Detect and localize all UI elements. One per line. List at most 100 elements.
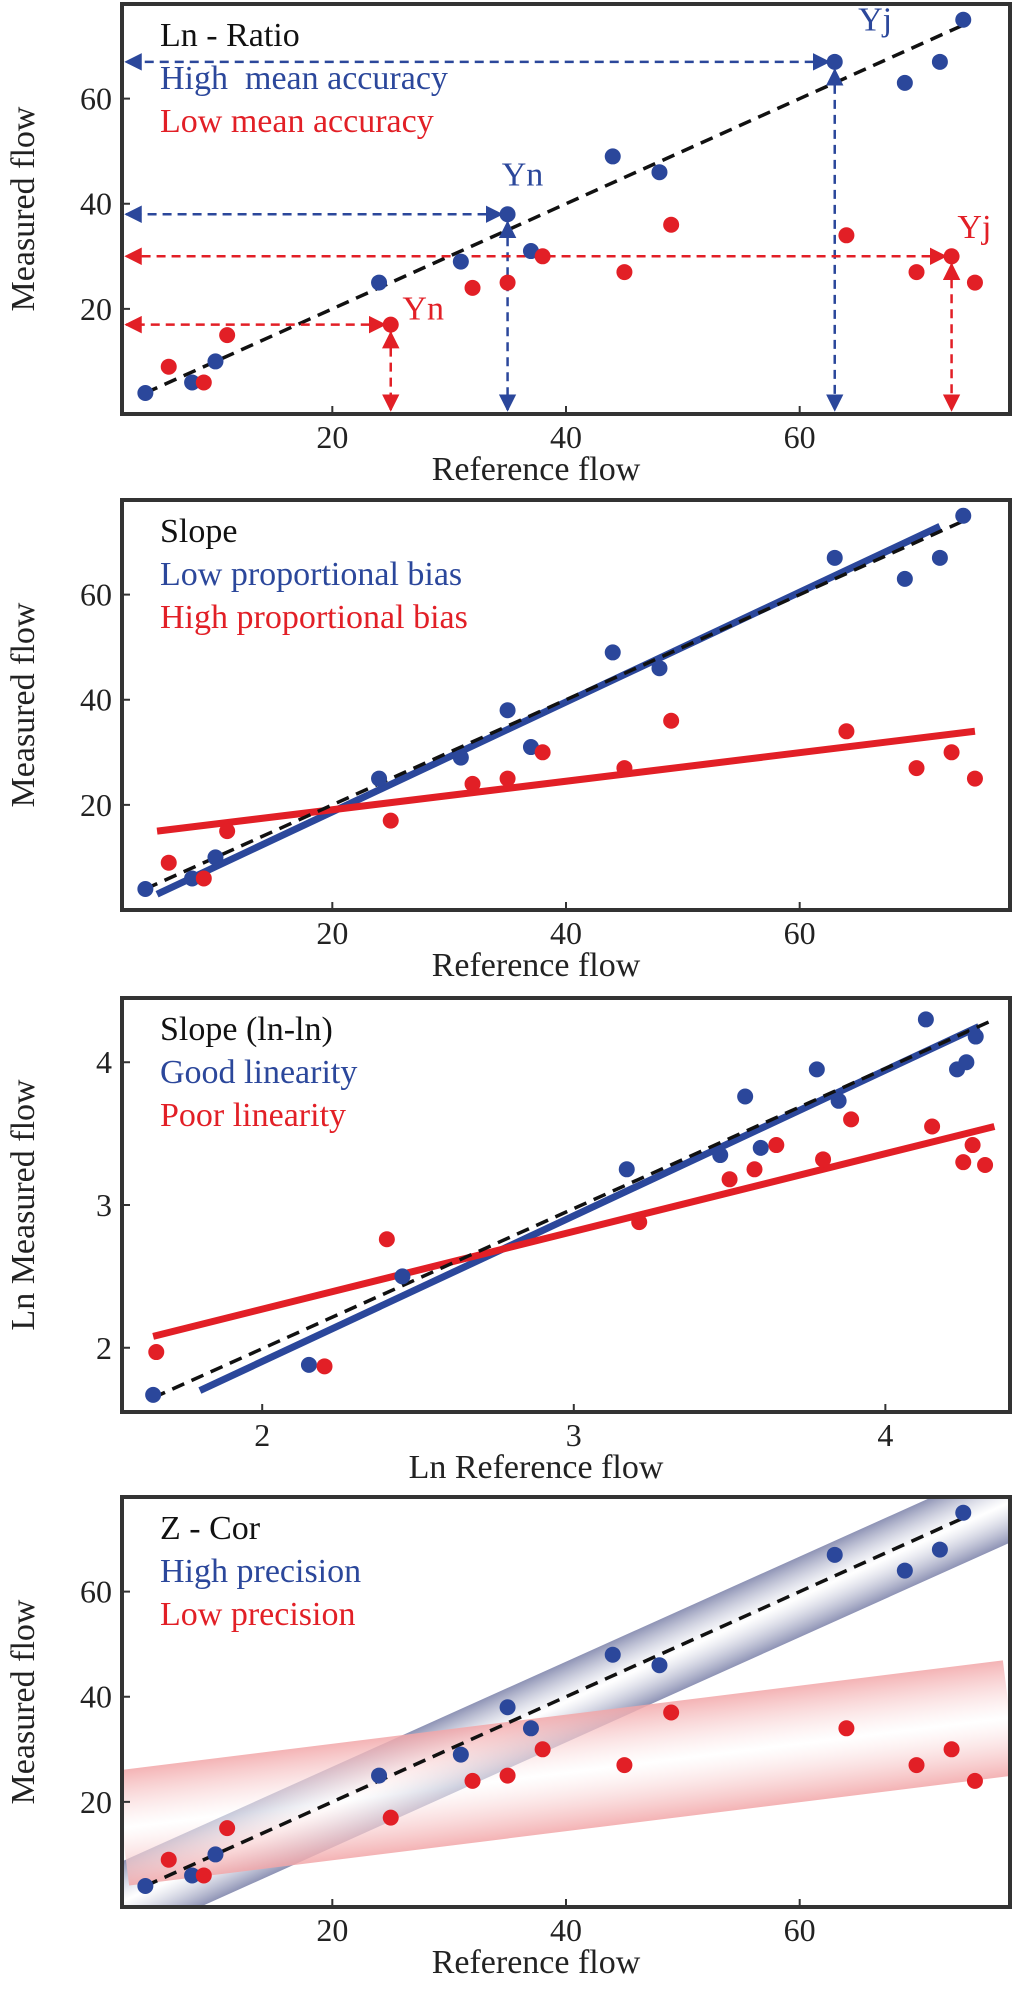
- data-point: [663, 216, 680, 233]
- y-axis-label: Ln Measured flow: [5, 1079, 42, 1331]
- y-tick-label: 20: [80, 787, 112, 823]
- data-point: [955, 1154, 972, 1171]
- y-tick-label: 60: [80, 81, 112, 117]
- x-tick-label: 2: [254, 1417, 270, 1453]
- data-point: [184, 870, 201, 887]
- data-point: [382, 1809, 399, 1826]
- data-point: [452, 1746, 469, 1763]
- legend-entry: High mean accuracy: [160, 60, 448, 97]
- data-point: [499, 274, 516, 291]
- data-point: [908, 1757, 925, 1774]
- data-point: [964, 1137, 981, 1154]
- y-tick-label: 40: [80, 1679, 112, 1715]
- data-point: [931, 53, 948, 70]
- data-point: [499, 770, 516, 787]
- data-point: [943, 1741, 960, 1758]
- data-point: [394, 1268, 411, 1285]
- plot-area: [137, 507, 983, 898]
- data-point: [382, 316, 399, 333]
- data-point: [219, 1820, 236, 1837]
- data-point: [943, 248, 960, 265]
- x-tick-label: 60: [784, 419, 816, 455]
- data-point: [371, 274, 388, 291]
- legend-entry: Poor linearity: [160, 1097, 346, 1134]
- data-point: [966, 770, 983, 787]
- data-point: [371, 770, 388, 787]
- data-point: [145, 1386, 162, 1403]
- data-point: [896, 74, 913, 91]
- data-point: [931, 549, 948, 566]
- data-point: [908, 760, 925, 777]
- fit-line: [152, 1123, 996, 1340]
- data-point: [663, 1704, 680, 1721]
- data-point: [917, 1011, 934, 1028]
- y-axis-label: Measured flow: [5, 106, 42, 311]
- x-axis-label: Reference flow: [432, 451, 641, 488]
- data-point: [721, 1171, 738, 1188]
- data-point: [924, 1118, 941, 1135]
- data-point: [896, 1562, 913, 1579]
- data-point: [184, 1867, 201, 1884]
- y-tick-label: 2: [96, 1330, 112, 1366]
- data-point: [499, 206, 516, 223]
- data-point: [977, 1157, 994, 1174]
- data-point: [148, 1344, 165, 1361]
- annotation-label: Yj: [858, 1, 892, 38]
- plot-area: [124, 11, 983, 412]
- data-point: [160, 854, 177, 871]
- annotation-label: Yn: [502, 156, 544, 193]
- x-tick-label: 40: [550, 419, 582, 455]
- data-point: [955, 507, 972, 524]
- y-tick-label: 40: [80, 682, 112, 718]
- data-point: [815, 1151, 832, 1168]
- data-point: [958, 1054, 975, 1071]
- y-axis-label: Measured flow: [5, 1599, 42, 1804]
- data-point: [207, 353, 224, 370]
- x-tick-label: 40: [550, 915, 582, 951]
- x-axis-label: Reference flow: [432, 1944, 641, 1981]
- plot-area: [145, 1011, 996, 1403]
- y-axis-label: Measured flow: [5, 602, 42, 807]
- panel-title: Slope (ln-ln): [160, 1011, 333, 1048]
- identity-line: [144, 519, 964, 891]
- data-point: [931, 1541, 948, 1558]
- x-axis-label: Reference flow: [432, 947, 641, 984]
- legend-entry: Low mean accuracy: [160, 103, 434, 140]
- data-point: [534, 248, 551, 265]
- y-tick-label: 60: [80, 577, 112, 613]
- data-point: [838, 723, 855, 740]
- annotation-label: Yn: [402, 290, 444, 327]
- data-point: [160, 358, 177, 375]
- legend-entry: Low precision: [160, 1596, 355, 1633]
- data-point: [737, 1088, 754, 1105]
- y-tick-label: 20: [80, 291, 112, 327]
- data-point: [966, 1772, 983, 1789]
- y-tick-label: 60: [80, 1574, 112, 1610]
- data-point: [195, 870, 212, 887]
- panel-title: Slope: [160, 513, 237, 550]
- data-point: [604, 644, 621, 661]
- identity-line: [144, 1516, 964, 1888]
- data-point: [651, 1657, 668, 1674]
- data-point: [219, 327, 236, 344]
- data-point: [195, 1867, 212, 1884]
- data-point: [826, 53, 843, 70]
- data-point: [712, 1147, 729, 1164]
- data-point: [464, 279, 481, 296]
- data-point: [746, 1161, 763, 1178]
- data-point: [955, 11, 972, 28]
- data-point: [955, 1504, 972, 1521]
- legend-entry: Low proportional bias: [160, 556, 462, 593]
- data-point: [967, 1028, 984, 1045]
- data-point: [378, 1231, 395, 1248]
- data-point: [616, 1757, 633, 1774]
- data-point: [838, 227, 855, 244]
- x-tick-label: 4: [877, 1417, 893, 1453]
- y-tick-label: 4: [96, 1044, 112, 1080]
- data-point: [651, 660, 668, 677]
- data-point: [522, 1720, 539, 1737]
- data-point: [830, 1092, 847, 1109]
- data-point: [631, 1214, 648, 1231]
- y-tick-label: 20: [80, 1784, 112, 1820]
